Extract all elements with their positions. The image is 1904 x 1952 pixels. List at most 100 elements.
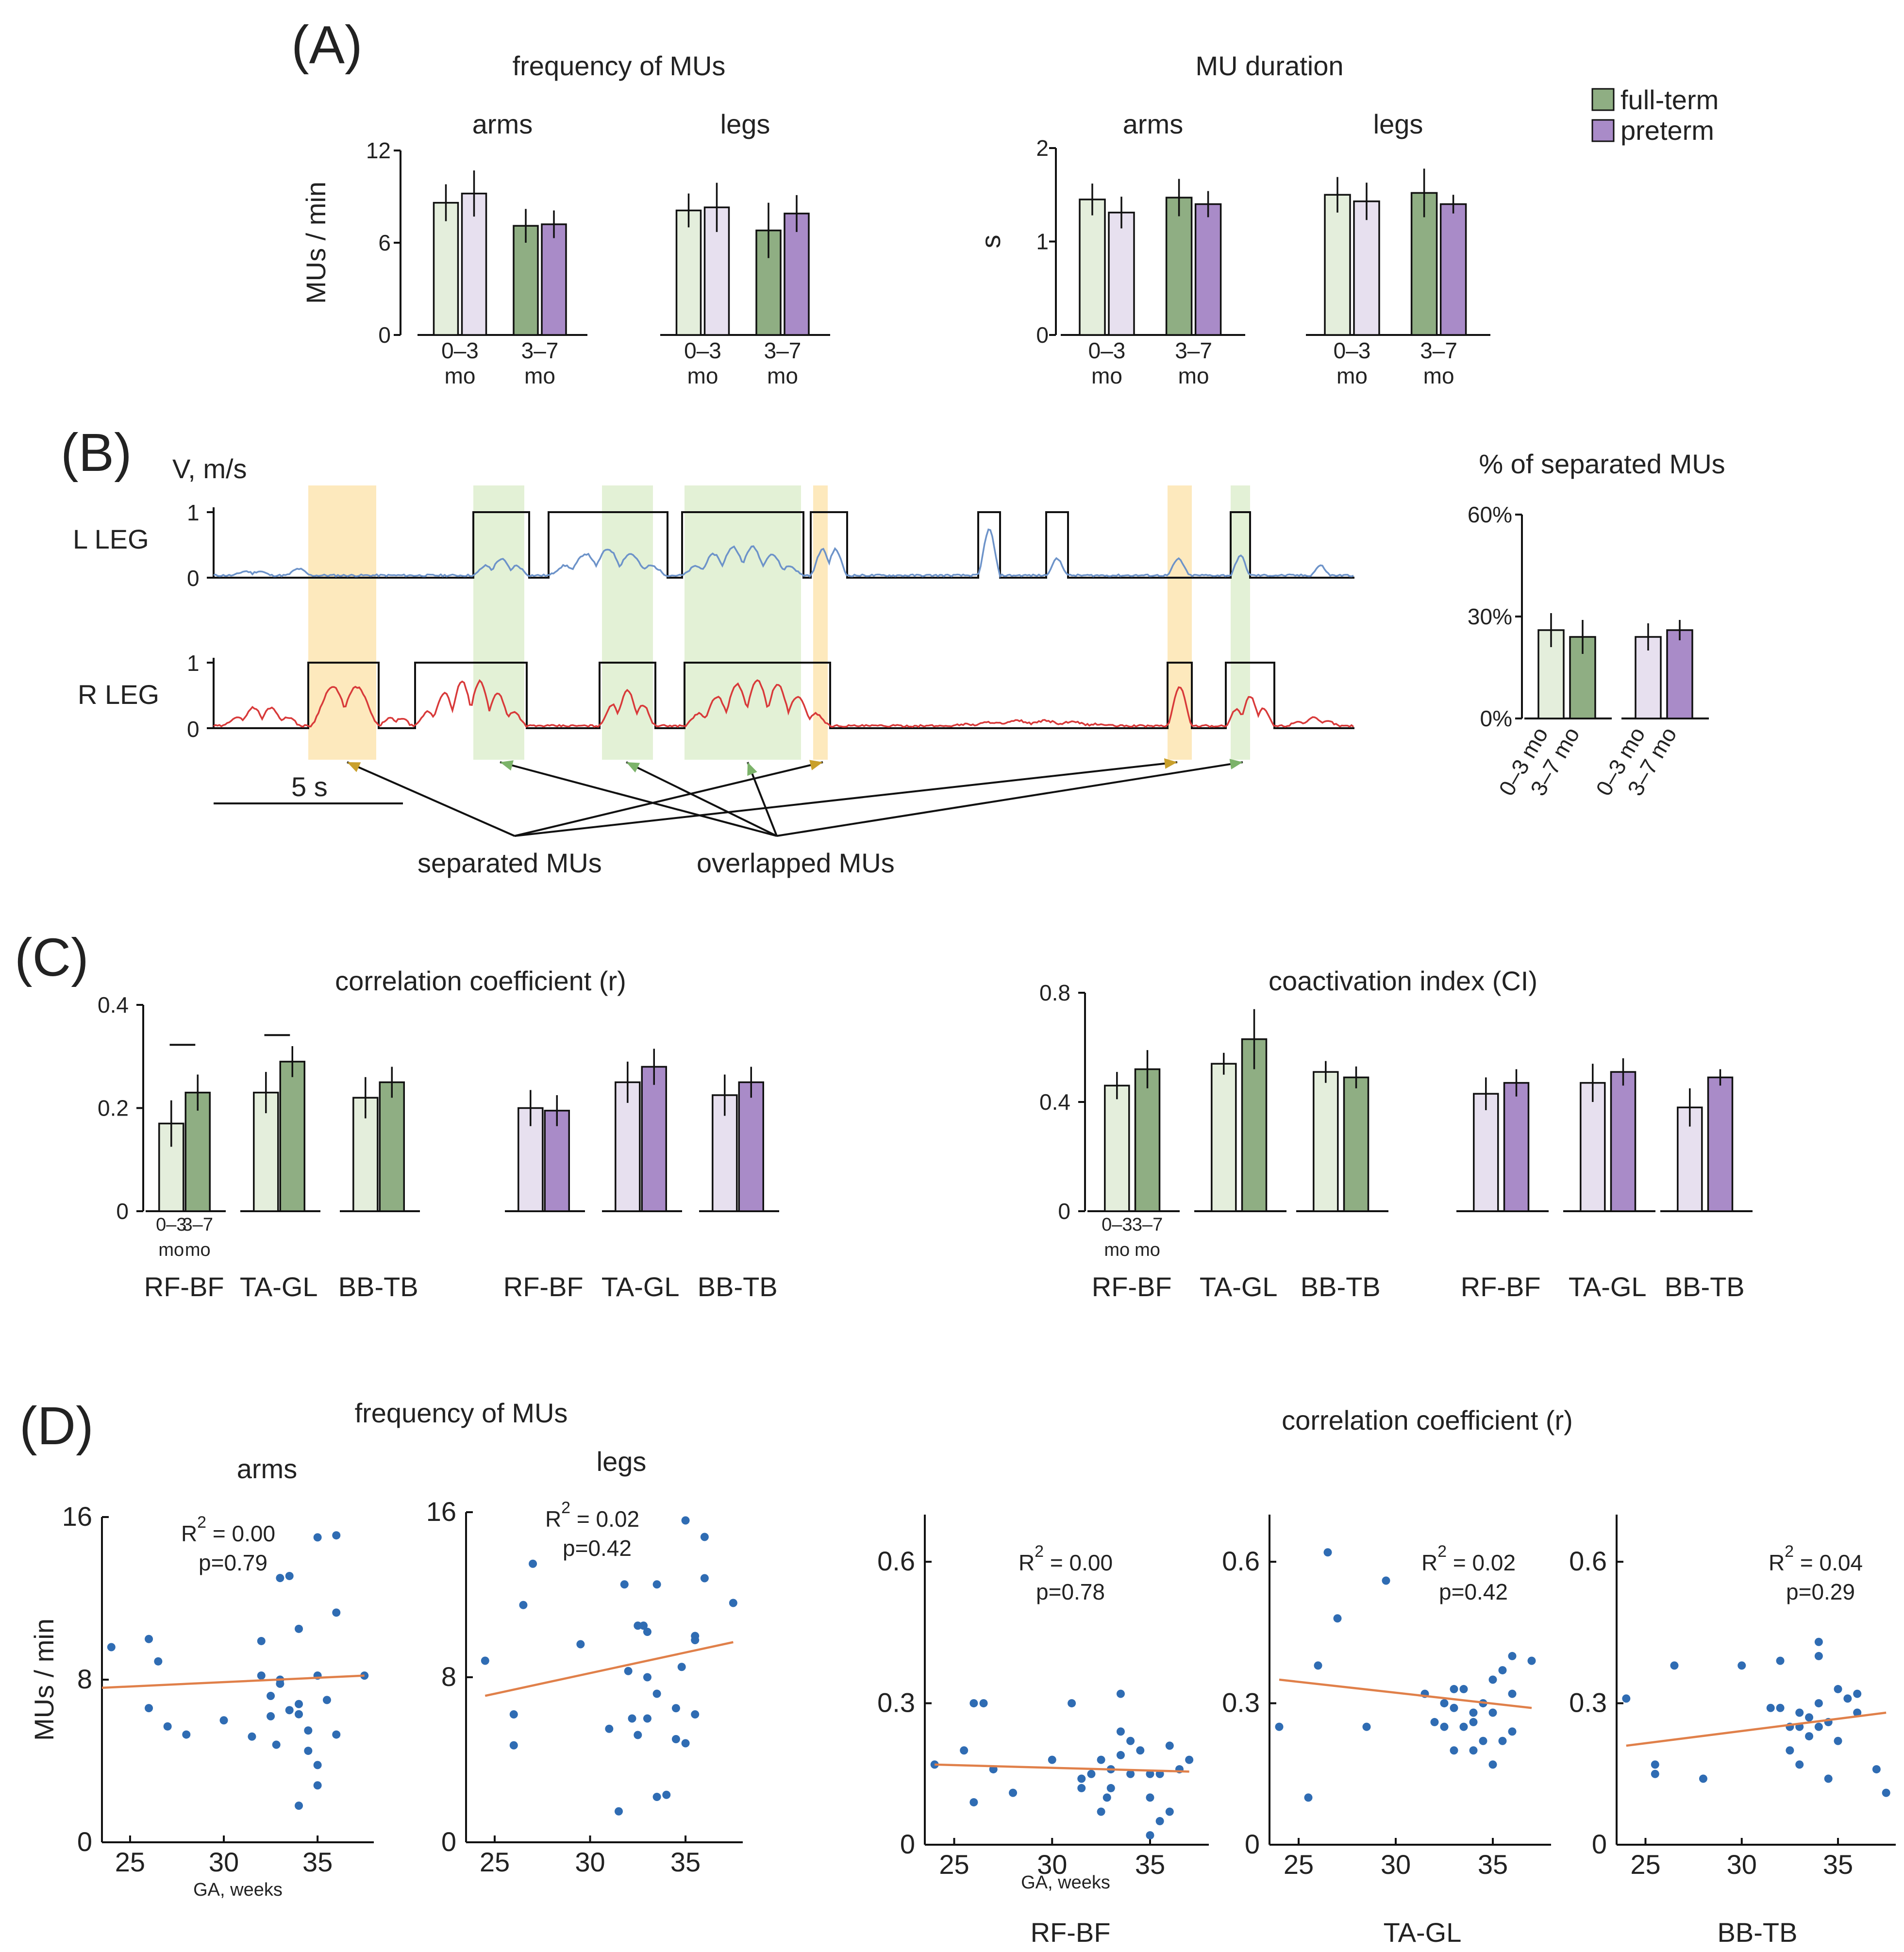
separated-arrow-2-head [1164, 758, 1177, 769]
r-leg-velocity [213, 679, 1354, 728]
r2-value: = 0.04 [1794, 1550, 1863, 1575]
scatter-point [1843, 1694, 1852, 1703]
scatter-point [1450, 1746, 1458, 1755]
scatter-point [509, 1741, 518, 1750]
scatter-point [1275, 1722, 1284, 1731]
bar-c_ci-1-1 [1241, 1038, 1268, 1212]
scatter-point [295, 1802, 303, 1810]
scatter-point [1488, 1760, 1497, 1769]
r2-value: = 0.00 [206, 1521, 275, 1546]
fit-line-d-0 [101, 1674, 365, 1689]
bar-a_freq-arms-ft-0 [433, 201, 459, 336]
bar-b-sep-preterm-1 [1666, 629, 1693, 719]
scatter-point [677, 1663, 686, 1671]
scatter-point [700, 1533, 709, 1541]
p-label-d-4: p=0.29 [1786, 1579, 1855, 1604]
x-tick-label-d-2-2: 35 [1135, 1849, 1165, 1880]
group-label-c_ci-3: RF-BF [1461, 1271, 1541, 1302]
y-tick-label-a_freq-2: 12 [366, 138, 391, 163]
scatter-point [304, 1726, 313, 1735]
r2-label-d-1: R2 = 0.02 [545, 1499, 639, 1532]
scatter-point [662, 1790, 671, 1799]
x-tick-a_dur-0-0-0: 0–3 [1088, 338, 1126, 363]
scatter-point [1508, 1727, 1517, 1736]
scatter-point [1508, 1689, 1517, 1698]
scatter-point [1382, 1576, 1390, 1585]
bar-a_dur-arms-ft-1 [1165, 197, 1193, 336]
scatter-point [652, 1689, 661, 1698]
y-tick-label-d-2-1: 0.3 [877, 1687, 915, 1718]
scatter-point [145, 1704, 153, 1713]
r2-value: = 0.02 [1447, 1550, 1516, 1575]
scatter-point [1097, 1807, 1105, 1816]
scatter-point [332, 1730, 341, 1739]
r2-label-d-0: R2 = 0.00 [181, 1513, 275, 1546]
r-leg-label: R LEG [78, 679, 159, 710]
scatter-point [1795, 1760, 1804, 1769]
r2-superscript: 2 [1035, 1542, 1044, 1561]
scatter-point [1068, 1699, 1076, 1708]
x-tick-a_dur-1-1-1: mo [1423, 363, 1454, 388]
p-label-d-0: p=0.79 [199, 1550, 267, 1575]
scatter-point [295, 1624, 303, 1633]
l-leg-tick-1: 1 [187, 500, 200, 525]
panel-name-d-2: RF-BF [1031, 1917, 1111, 1948]
bar-c_ci-4-1 [1610, 1071, 1637, 1212]
scatter-point [1126, 1736, 1135, 1745]
bar-a_freq-arms-pt-1 [541, 223, 567, 336]
scatter-point [1102, 1793, 1111, 1802]
x-tick-label-d-0-0: 25 [115, 1847, 145, 1877]
panel-name-d-3: TA-GL [1384, 1917, 1462, 1948]
scatter-point [1834, 1736, 1842, 1745]
bar-a_dur-arms-ft-0 [1079, 199, 1106, 336]
scatter-point [1048, 1755, 1056, 1764]
group-label-c_r-1: TA-GL [240, 1271, 318, 1302]
bar-c_ci-1-0 [1211, 1063, 1237, 1212]
scale-bar-label: 5 s [291, 771, 328, 802]
x-tick-c_ci-1-0: 3–7 [1132, 1215, 1163, 1235]
y-tick-label-a_dur-1: 1 [1036, 229, 1049, 254]
separated-arrow-2 [514, 761, 1178, 837]
separated-mu-band [1168, 485, 1192, 760]
scatter-point [1146, 1793, 1154, 1802]
scatter-point [509, 1710, 518, 1718]
y-tick-label-d-1-0: 0 [441, 1826, 456, 1857]
bar-c_ci-3-1 [1503, 1082, 1530, 1212]
scatter-point [1126, 1769, 1135, 1778]
scatter-point [285, 1571, 294, 1580]
overlapped-mus-label: overlapped MUs [697, 848, 895, 878]
panel-label-c: (C) [15, 928, 89, 987]
bar-c_r-2-1 [379, 1081, 405, 1212]
scatter-point [624, 1667, 633, 1675]
scatter-point [332, 1531, 341, 1540]
group-label-c_ci-2: BB-TB [1301, 1271, 1381, 1302]
x-tick-c_r-0-1: mo [158, 1240, 184, 1260]
legend-preterm: preterm [1620, 115, 1714, 146]
x-tick-a_dur-0-1-1: mo [1178, 363, 1209, 388]
overlapped-arrow-1 [626, 761, 777, 837]
scatter-point [154, 1657, 163, 1666]
scatter-point [248, 1732, 256, 1741]
scatter-point [257, 1636, 266, 1645]
bar-a_freq-legs-ft-0 [675, 209, 702, 336]
scatter-point [729, 1599, 737, 1607]
y-tick-label-b-sep-0: 0% [1480, 706, 1512, 731]
y-tick-label-c_ci-2: 0.8 [1039, 980, 1070, 1005]
scatter-point [1116, 1727, 1125, 1736]
x-tick-a_freq-1-0-1: mo [687, 363, 718, 388]
fit-line-d-3 [1279, 1678, 1532, 1709]
scatter-point [313, 1781, 322, 1790]
title-c_r: correlation coefficient (r) [335, 966, 626, 996]
scatter-point [1136, 1746, 1145, 1755]
scatter-point [643, 1628, 651, 1636]
separated-mu-band [813, 485, 828, 760]
scatter-point [960, 1746, 969, 1755]
scatter-point [107, 1643, 116, 1652]
scatter-point [1776, 1656, 1785, 1665]
scatter-point [1077, 1774, 1086, 1783]
x-tick-c_ci-1-1: mo [1135, 1240, 1160, 1260]
scatter-point [1440, 1722, 1449, 1731]
y-tick-label-d-0-0: 0 [77, 1826, 92, 1857]
scatter-point [1116, 1751, 1125, 1759]
